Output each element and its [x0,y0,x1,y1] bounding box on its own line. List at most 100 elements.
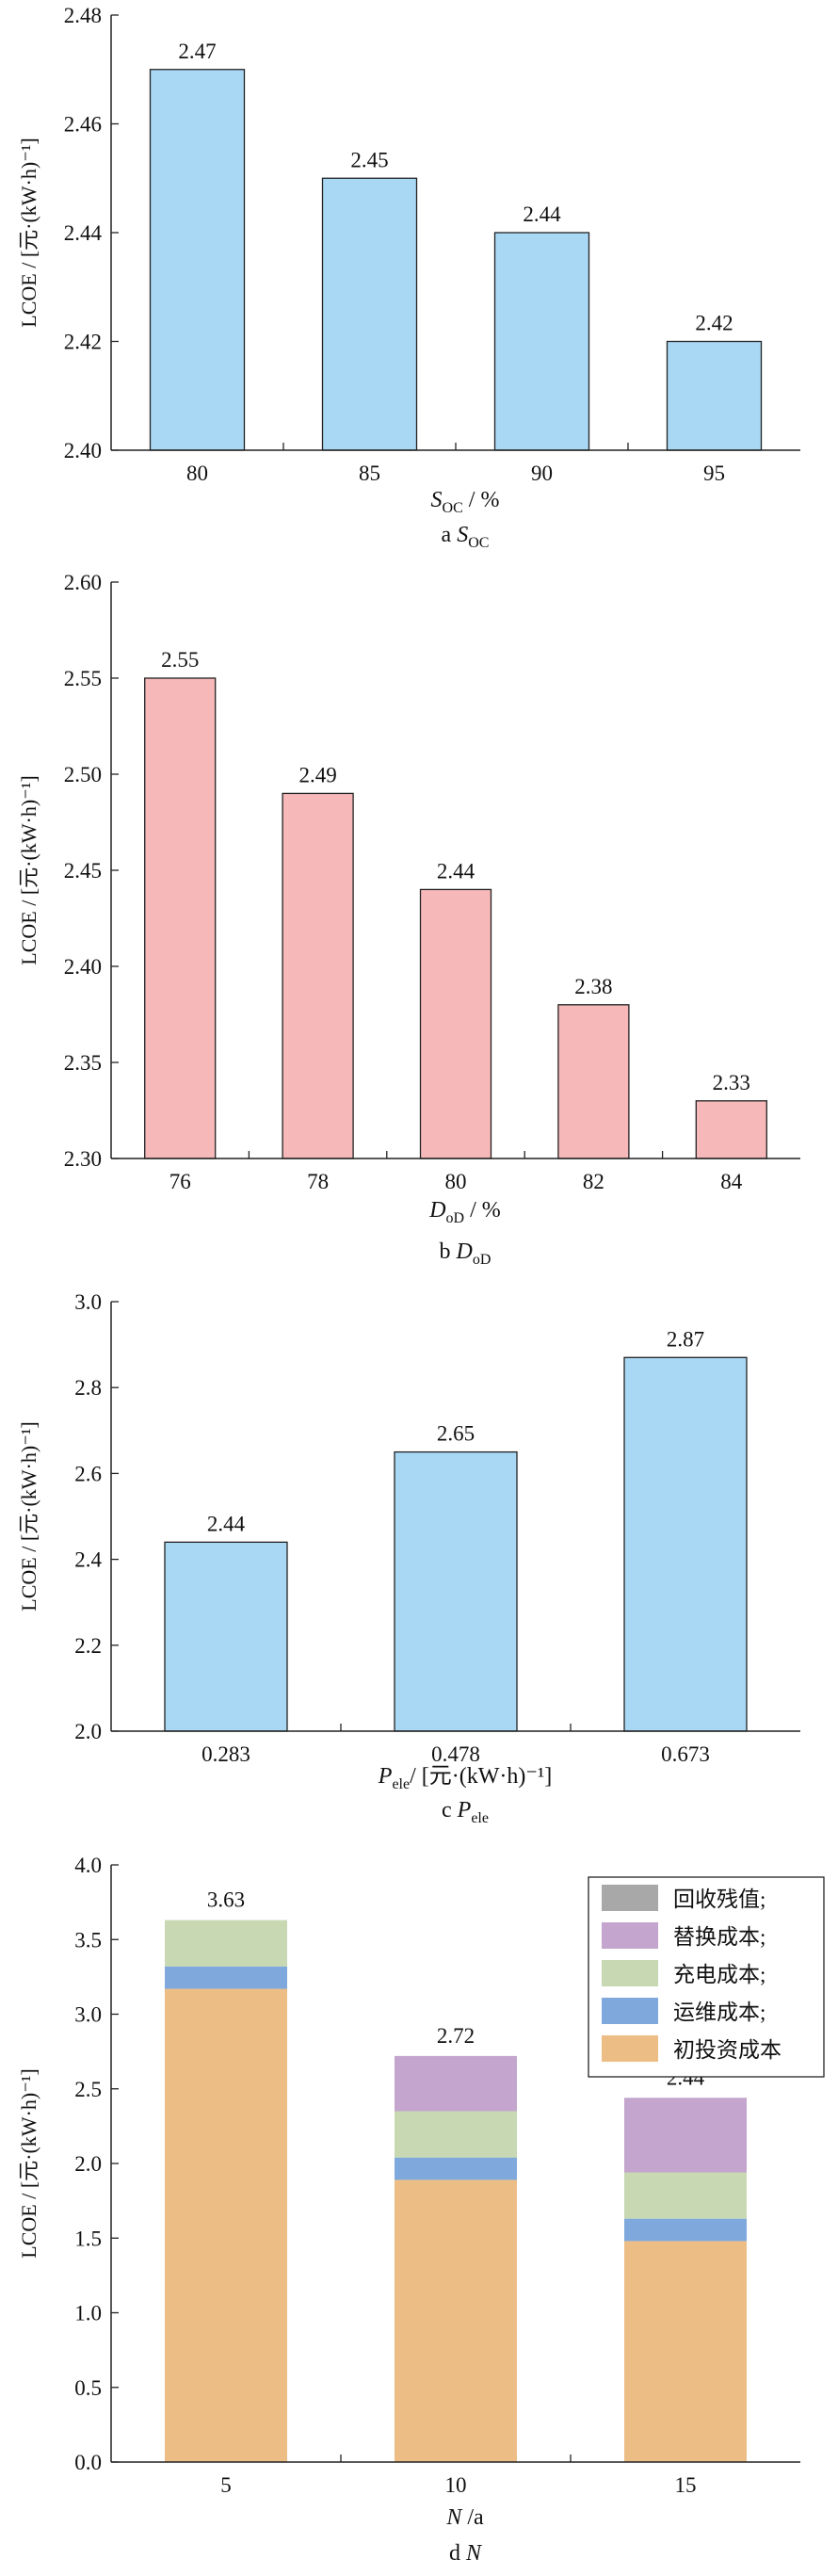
panel-caption-var-c: P [457,1798,472,1823]
bar-segment-d-15-3 [624,2098,747,2173]
y-tick-label-c-1: 2.2 [74,1634,102,1658]
legend-swatch-d-2 [602,1960,658,1986]
bar-b-78 [282,792,354,1159]
legend-label-d-2: 充电成本; [673,1963,765,1986]
x-axis-title-sub-c: ele [392,1776,410,1792]
x-tick-label-a-85: 85 [359,462,380,485]
data-label-b-82: 2.38 [574,975,612,998]
legend-label-d-0: 初投资成本 [673,2038,782,2062]
bar-a-85 [321,177,418,451]
bar-segment-d-5-2 [165,1920,287,1967]
legend-label-d-1: 运维成本; [673,2001,765,2024]
x-axis-title-unit-a: / % [463,488,500,512]
y-tick-label-b-5: 2.55 [64,667,102,690]
x-axis-title-var-c: P [378,1764,393,1789]
legend-swatch-d-1 [602,1998,658,2024]
bar-segment-d-5-0 [165,1988,287,2462]
x-tick-label-b-76: 76 [169,1170,191,1193]
x-tick-label-b-82: 82 [583,1170,604,1193]
y-tick-label-d-3: 1.5 [74,2227,102,2250]
y-tick-label-c-5: 3.0 [74,1290,102,1314]
bar-segment-d-15-0 [624,2241,747,2462]
x-tick-label-b-80: 80 [445,1170,467,1193]
y-tick-label-a-1: 2.42 [64,331,102,354]
panel-caption-c: c Pele [442,1798,489,1826]
panel-caption-letter-c: c [442,1798,458,1823]
bar-a-95 [666,340,763,451]
y-tick-label-d-7: 3.5 [74,1928,102,1952]
bar-b-82 [557,1004,630,1159]
data-label-d-10: 2.72 [437,2024,475,2048]
legend-swatch-d-0 [602,2035,658,2062]
bar-c-0.283 [164,1541,288,1732]
bar-b-84 [695,1100,767,1159]
y-tick-label-a-3: 2.46 [64,113,102,137]
panel-caption-b: b DoD [440,1239,492,1268]
x-tick-label-b-84: 84 [720,1170,743,1193]
y-tick-label-a-2: 2.44 [64,221,103,245]
panel-caption-var-b: D [456,1239,473,1264]
legend-swatch-d-3 [602,1922,658,1949]
x-tick-label-b-78: 78 [307,1170,329,1193]
bar-segment-d-10-3 [395,2055,517,2112]
panel-caption-letter-b: b [440,1239,457,1264]
x-axis-title-var-d: N [445,2505,463,2530]
panel-caption-a: a SOC [442,523,490,551]
x-tick-label-d-5: 5 [220,2473,232,2497]
panel-caption-sub-a: OC [468,535,489,551]
y-tick-label-d-6: 3.0 [74,2003,102,2027]
y-tick-label-c-2: 2.4 [74,1548,102,1572]
y-tick-label-b-4: 2.50 [64,763,102,786]
legend-swatch-d-4 [602,1885,658,1911]
y-tick-label-c-3: 2.6 [74,1462,102,1485]
panel-caption-letter-d: d [449,2541,466,2566]
y-axis-title-c: LCOE / [元·(kW·h)⁻¹] [17,1421,40,1611]
bar-segment-d-10-1 [395,2157,517,2180]
x-tick-label-a-90: 90 [531,462,553,485]
y-tick-label-a-0: 2.40 [64,439,102,462]
bar-a-80 [149,69,246,451]
x-axis-title-d: N /a [445,2505,484,2530]
x-axis-title-unit-b: / % [464,1198,501,1223]
panel-caption-letter-a: a [442,523,458,547]
x-tick-label-c-0.478: 0.478 [431,1742,480,1766]
x-tick-label-c-0.673: 0.673 [661,1742,710,1766]
data-label-b-84: 2.33 [713,1071,750,1094]
bar-segment-d-10-0 [395,2179,517,2462]
y-tick-label-b-6: 2.60 [64,571,102,594]
data-label-a-95: 2.42 [695,312,733,335]
y-tick-label-b-3: 2.45 [64,859,102,883]
y-tick-label-d-1: 0.5 [74,2376,102,2400]
panel-caption-var-a: S [457,523,468,547]
data-label-c-0.673: 2.87 [667,1327,704,1351]
y-axis-title-d: LCOE / [元·(kW·h)⁻¹] [17,2068,40,2258]
legend-label-d-3: 替换成本; [673,1925,765,1949]
x-tick-label-d-15: 15 [675,2473,697,2497]
data-label-c-0.478: 2.65 [437,1422,475,1446]
y-tick-label-d-8: 4.0 [74,1854,102,1877]
data-label-b-76: 2.55 [161,648,199,672]
data-label-a-80: 2.47 [178,40,216,63]
y-tick-label-d-0: 0.0 [74,2451,102,2474]
y-tick-label-d-5: 2.5 [74,2078,102,2101]
x-axis-title-c: Pele/ [元·(kW·h)⁻¹] [378,1764,552,1792]
x-axis-title-var-a: S [431,488,443,512]
y-tick-label-d-2: 1.0 [74,2302,102,2325]
y-tick-label-b-2: 2.40 [64,955,102,979]
chart-panel-c: 2.44 2.65 2.87 2.0 2.2 2.4 2.6 2.8 3.0 0.283 0.478… [17,1290,800,1826]
bar-segment-d-5-1 [165,1966,287,1989]
x-axis-title-var-b: D [428,1198,445,1223]
data-label-a-85: 2.45 [350,148,388,171]
panel-caption-d: d N [449,2541,483,2566]
bar-b-76 [144,677,217,1159]
y-axis-title-b: LCOE / [元·(kW·h)⁻¹] [17,775,40,964]
x-axis-title-b: DoD / % [428,1198,501,1226]
x-axis-title-a: SOC / % [431,488,500,516]
data-label-a-90: 2.44 [523,203,561,226]
y-tick-label-d-4: 2.0 [74,2152,102,2176]
y-axis-title-a: LCOE / [元·(kW·h)⁻¹] [17,138,40,327]
data-label-d-5: 3.63 [207,1888,245,1912]
panel-caption-var-d: N [465,2541,483,2566]
x-tick-label-c-0.283: 0.283 [201,1742,250,1766]
